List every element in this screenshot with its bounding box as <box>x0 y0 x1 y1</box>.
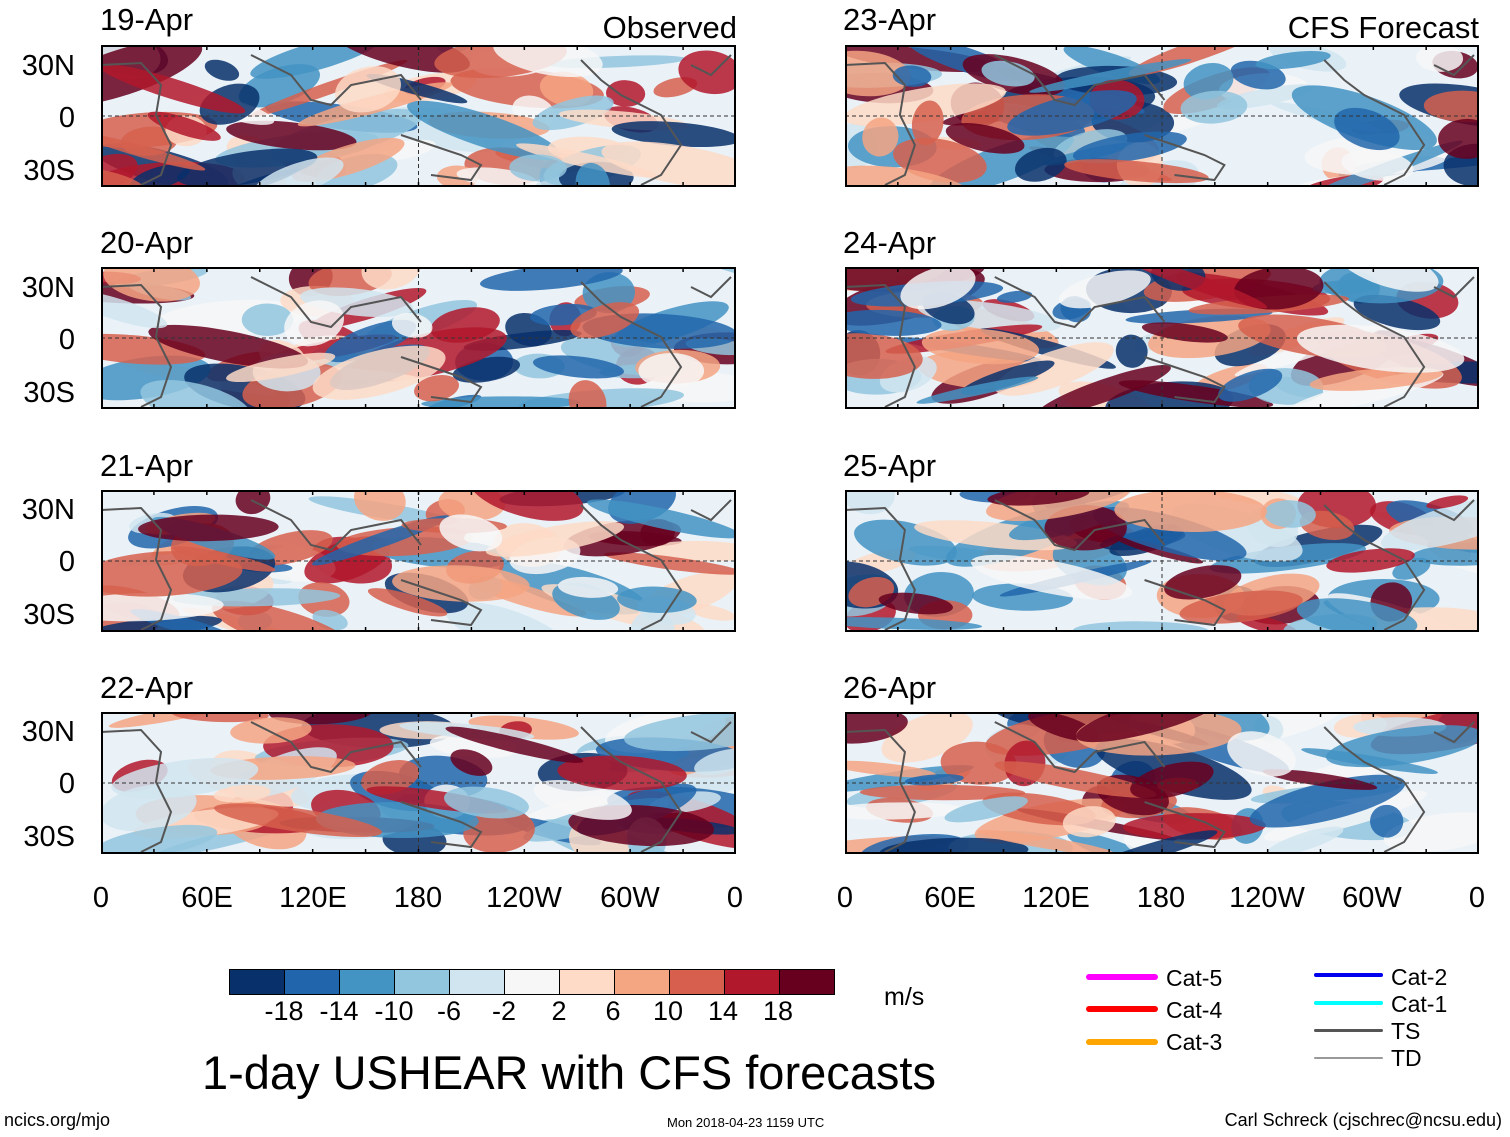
lon-label-0: 0 <box>726 882 744 914</box>
legend-line-cat1 <box>1314 1001 1383 1005</box>
lon-label-0: 0 <box>1468 882 1486 914</box>
panel-date-left-2: 20-Apr <box>100 225 194 260</box>
observed-title: Observed <box>602 10 737 45</box>
legend-label-td: TD <box>1391 1045 1422 1071</box>
lat-label-30n: 30N <box>21 494 75 526</box>
lon-label-0: 0 <box>92 882 110 914</box>
figure-title: 1-day USHEAR with CFS forecasts <box>202 1046 936 1099</box>
legend-line-cat4 <box>1086 1006 1158 1012</box>
colorbar-tick: -14 <box>319 996 359 1026</box>
map-panel-forecast-1 <box>845 45 1479 187</box>
colorbar-swatch <box>395 970 450 994</box>
lat-label-30s: 30S <box>23 821 75 853</box>
lon-label-120w: 120W <box>486 882 562 914</box>
legend-label-ts: TS <box>1391 1018 1421 1044</box>
units-label: m/s <box>884 983 925 1011</box>
lat-label-0: 0 <box>58 546 75 578</box>
colorbar-tick: 18 <box>762 996 794 1026</box>
footer-timestamp: Mon 2018-04-23 1159 UTC <box>667 1115 825 1130</box>
map-panel-observed-4 <box>101 712 736 854</box>
colorbar-swatch <box>615 970 670 994</box>
lat-label-0: 0 <box>58 102 75 134</box>
legend-line-td <box>1314 1057 1383 1059</box>
panel-date-right-2: 24-Apr <box>843 225 937 260</box>
colorbar-swatch <box>725 970 780 994</box>
map-panel-forecast-2 <box>845 267 1479 409</box>
map-panel-observed-2 <box>101 267 736 409</box>
colorbar-swatch <box>560 970 615 994</box>
lon-label-60e: 60E <box>924 882 976 914</box>
colorbar-swatch <box>780 970 834 994</box>
map-panel-observed-1 <box>101 45 736 187</box>
lon-label-120w: 120W <box>1229 882 1305 914</box>
colorbar-tick: 6 <box>605 996 621 1026</box>
lat-label-30s: 30S <box>23 599 75 631</box>
lat-label-30n: 30N <box>21 716 75 748</box>
lon-label-180: 180 <box>1136 882 1186 914</box>
colorbar-tick: -6 <box>436 996 462 1026</box>
colorbar-swatch <box>670 970 725 994</box>
legend-label-cat3: Cat-3 <box>1166 1029 1223 1055</box>
lon-label-120e: 120E <box>1022 882 1090 914</box>
lon-label-0: 0 <box>836 882 854 914</box>
colorbar-tick: 10 <box>652 996 684 1026</box>
legend-line-ts <box>1314 1029 1383 1032</box>
map-panel-observed-3 <box>101 490 736 632</box>
legend-line-cat5 <box>1086 974 1158 980</box>
colorbar-tick: -18 <box>264 996 304 1026</box>
colorbar-swatch <box>450 970 505 994</box>
lat-label-30s: 30S <box>23 155 75 187</box>
colorbar-swatch <box>230 970 285 994</box>
map-panel-forecast-3 <box>845 490 1479 632</box>
lon-label-120e: 120E <box>279 882 347 914</box>
colorbar-tick: -2 <box>491 996 517 1026</box>
panel-date-right-1: 23-Apr <box>843 2 937 37</box>
panel-date-left-3: 21-Apr <box>100 448 194 483</box>
lat-label-30n: 30N <box>21 50 75 82</box>
colorbar-tick: -10 <box>374 996 414 1026</box>
colorbar-tick: 2 <box>551 996 567 1026</box>
panel-date-right-3: 25-Apr <box>843 448 937 483</box>
legend-label-cat1: Cat-1 <box>1391 991 1448 1017</box>
colorbar-swatch <box>505 970 560 994</box>
legend-label-cat5: Cat-5 <box>1166 965 1223 991</box>
lat-label-0: 0 <box>58 768 75 800</box>
lon-label-60w: 60W <box>600 882 660 914</box>
colorbar-swatch <box>285 970 340 994</box>
colorbar-tick: 14 <box>707 996 739 1026</box>
legend-label-cat2: Cat-2 <box>1391 964 1448 990</box>
lat-label-30n: 30N <box>21 272 75 304</box>
panel-date-left-1: 19-Apr <box>100 2 194 37</box>
lon-label-60w: 60W <box>1342 882 1402 914</box>
panel-date-left-4: 22-Apr <box>100 670 194 705</box>
lon-label-60e: 60E <box>181 882 233 914</box>
map-panel-forecast-4 <box>845 712 1479 854</box>
panel-date-right-4: 26-Apr <box>843 670 937 705</box>
forecast-title: CFS Forecast <box>1287 10 1479 45</box>
lon-label-180: 180 <box>393 882 443 914</box>
footer-author: Carl Schreck (cjschrec@ncsu.edu) <box>1224 1110 1502 1130</box>
legend-line-cat2 <box>1314 973 1383 977</box>
colorbar-swatch <box>340 970 395 994</box>
lat-label-30s: 30S <box>23 377 75 409</box>
footer-website: ncics.org/mjo <box>4 1110 111 1130</box>
lat-label-0: 0 <box>58 324 75 356</box>
legend-line-cat3 <box>1086 1039 1158 1045</box>
legend-label-cat4: Cat-4 <box>1166 997 1223 1023</box>
colorbar <box>229 969 835 995</box>
